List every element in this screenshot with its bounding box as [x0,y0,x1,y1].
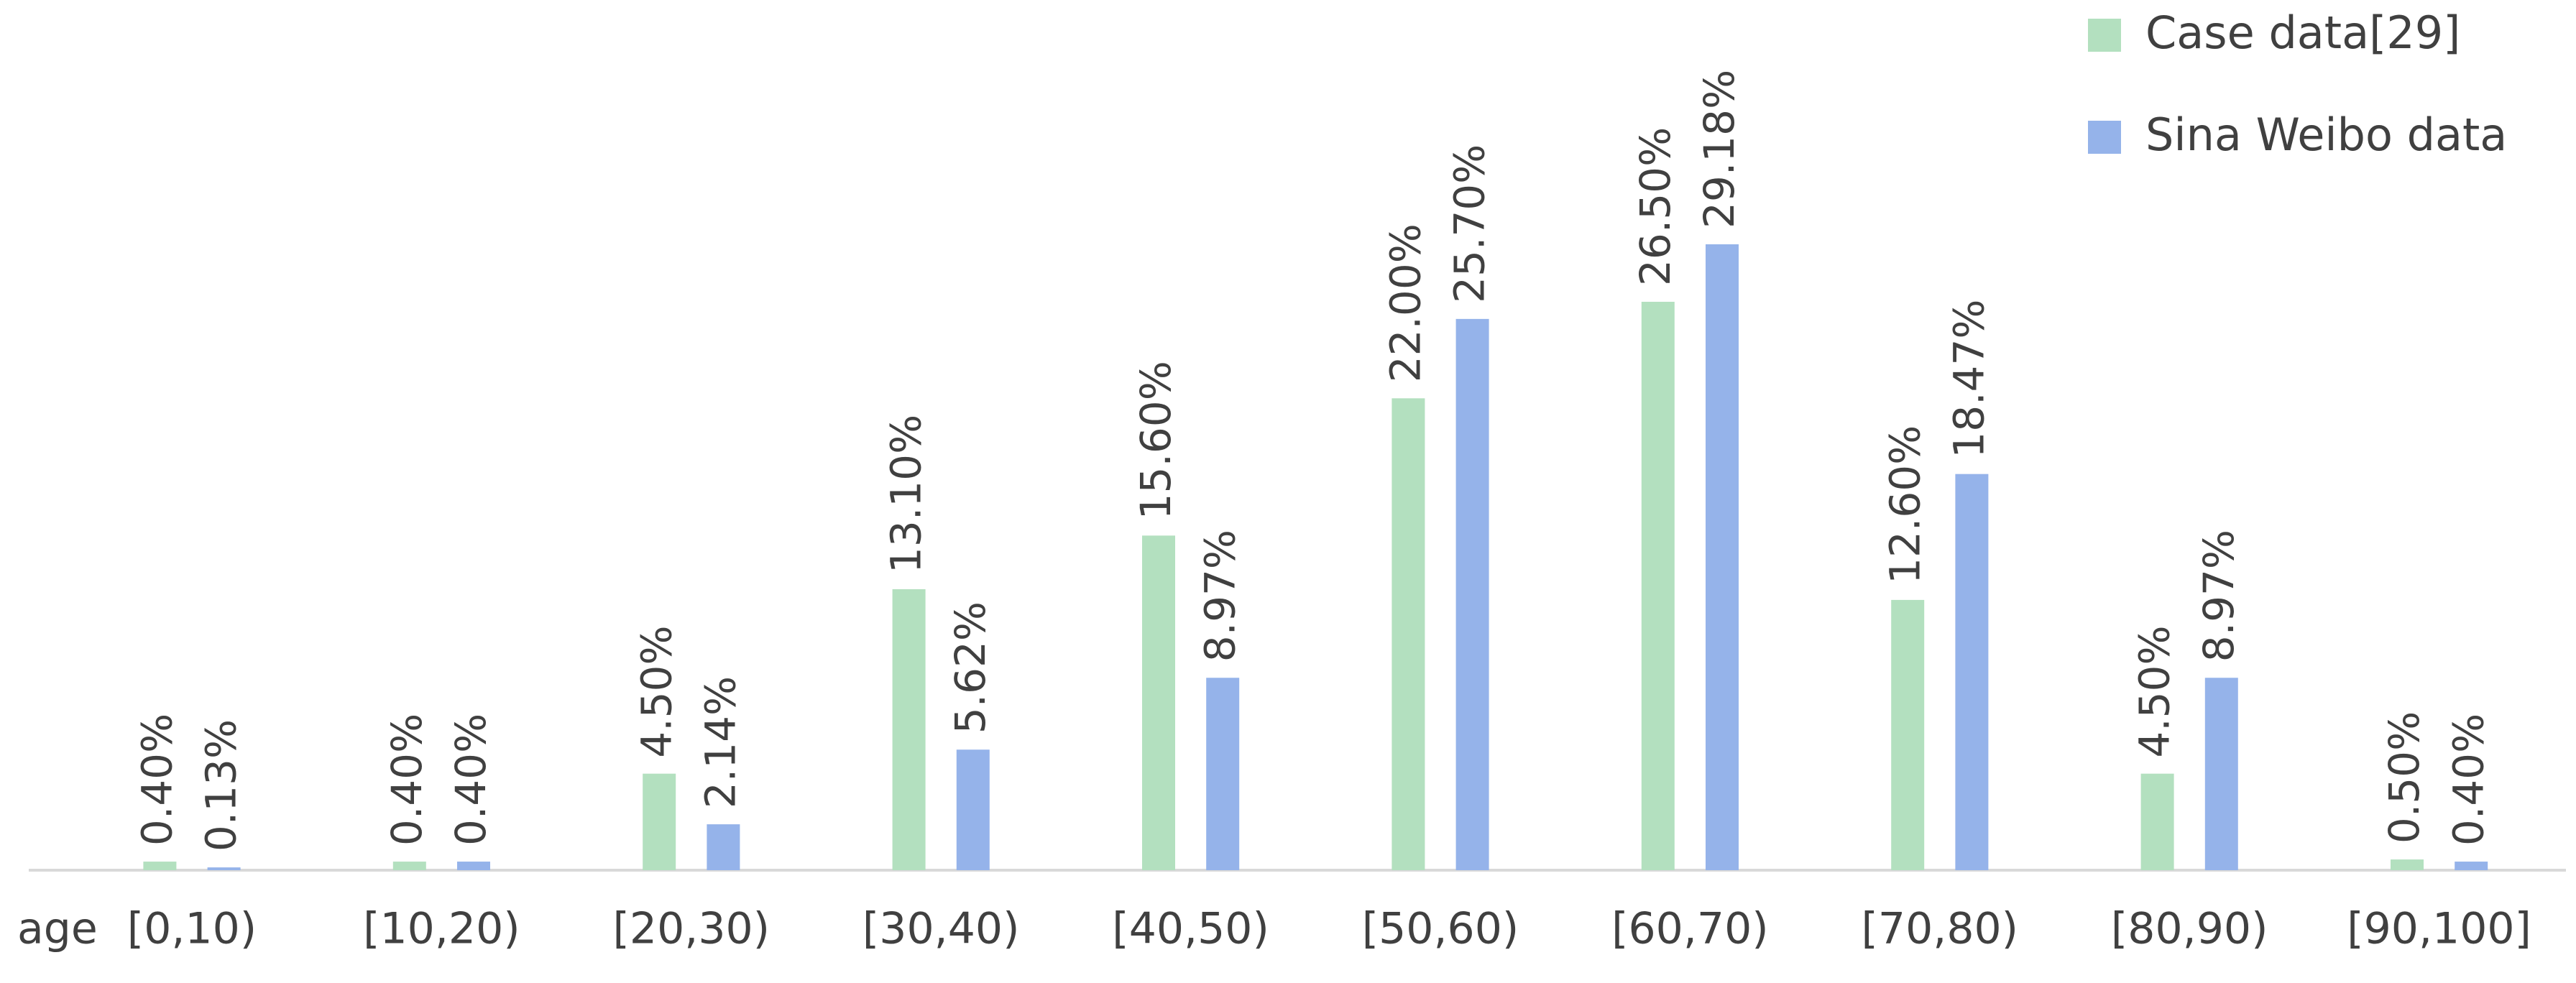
data-label: 0.40% [2444,714,2493,846]
bar [1891,599,1925,870]
bar [643,773,676,870]
data-label: 0.40% [133,714,182,846]
data-label: 0.13% [197,719,246,852]
x-tick-label: [70,80) [1862,904,2019,954]
bar [392,862,426,870]
x-axis-label: age [17,904,98,954]
legend-swatch [2088,121,2121,154]
bar [2455,862,2488,870]
bar [457,862,490,870]
data-label: 0.40% [382,714,431,846]
bar [956,749,990,870]
bar [2391,859,2424,870]
x-tick-label: [80,90) [2111,904,2268,954]
legend-label: Case data[29] [2145,6,2460,59]
bar [1641,301,1675,871]
data-label: 8.97% [1195,530,1244,662]
data-label: 25.70% [1445,144,1494,303]
x-tick-label: [60,70) [1611,904,1769,954]
legend-swatch [2088,19,2121,52]
data-label: 26.50% [1631,127,1680,286]
data-label: 15.60% [1131,361,1180,520]
bar [707,824,740,870]
data-label: 4.50% [2130,625,2179,757]
bar [1706,244,1739,870]
x-tick-label: [50,60) [1362,904,1519,954]
data-label: 0.50% [2380,711,2429,844]
bar [1206,678,1240,870]
bar [1142,535,1175,870]
bar [2140,773,2174,870]
x-tick-label: [20,30) [613,904,770,954]
data-label: 2.14% [696,676,745,808]
data-label: 8.97% [2194,530,2243,662]
data-label: 0.40% [446,714,495,846]
bar [1955,474,1989,870]
bar [1455,318,1489,871]
x-tick-label: [30,40) [862,904,1020,954]
legend-label: Sina Weibo data [2145,109,2507,161]
bar [143,862,177,870]
bar [892,589,926,870]
x-tick-label: [90,100] [2347,904,2531,954]
x-tick-label: [40,50) [1112,904,1269,954]
data-label: 13.10% [882,415,931,573]
data-label: 18.47% [1945,300,1994,458]
data-label: 5.62% [946,601,995,734]
data-label: 12.60% [1880,425,1929,584]
bar [207,867,241,870]
bar [2204,678,2238,870]
data-label: 22.00% [1381,223,1430,382]
x-tick-label: [0,10) [127,904,257,954]
x-tick-label: [10,20) [363,904,520,954]
data-label: 29.18% [1695,70,1744,229]
bar [1392,398,1425,870]
data-label: 4.50% [632,625,681,757]
